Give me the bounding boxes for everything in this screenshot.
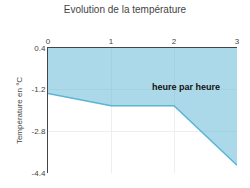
svg-text:-4.4: -4.4 bbox=[32, 169, 46, 178]
svg-text:-2.8: -2.8 bbox=[32, 127, 46, 136]
svg-text:0: 0 bbox=[46, 37, 51, 46]
svg-text:Température en °C: Température en °C bbox=[15, 77, 24, 144]
svg-text:1: 1 bbox=[109, 37, 114, 46]
svg-text:-1.2: -1.2 bbox=[32, 85, 46, 94]
svg-text:3: 3 bbox=[235, 37, 240, 46]
svg-text:2: 2 bbox=[172, 37, 177, 46]
svg-text:Evolution de la température: Evolution de la température bbox=[64, 4, 187, 15]
svg-text:heure par heure: heure par heure bbox=[152, 82, 220, 92]
svg-text:0.4: 0.4 bbox=[34, 44, 46, 53]
